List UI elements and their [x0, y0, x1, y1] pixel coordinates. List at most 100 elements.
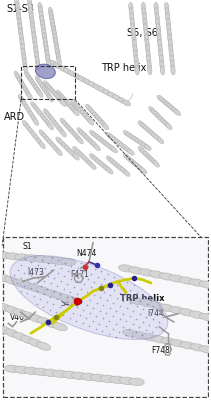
Ellipse shape: [160, 60, 164, 70]
Ellipse shape: [43, 109, 49, 116]
Ellipse shape: [93, 84, 101, 90]
Ellipse shape: [123, 330, 138, 337]
Ellipse shape: [28, 2, 32, 12]
Ellipse shape: [97, 118, 104, 124]
Ellipse shape: [146, 50, 150, 59]
Ellipse shape: [83, 79, 91, 85]
Ellipse shape: [80, 110, 87, 117]
Ellipse shape: [65, 124, 71, 130]
Ellipse shape: [89, 154, 96, 160]
Ellipse shape: [47, 86, 54, 92]
Ellipse shape: [171, 107, 178, 114]
Ellipse shape: [123, 154, 130, 160]
Ellipse shape: [151, 336, 166, 343]
Ellipse shape: [134, 60, 139, 70]
Ellipse shape: [161, 338, 176, 345]
Ellipse shape: [167, 24, 171, 33]
Text: ARD: ARD: [4, 112, 25, 122]
Ellipse shape: [119, 377, 135, 384]
Ellipse shape: [159, 273, 174, 280]
Ellipse shape: [55, 45, 59, 54]
Ellipse shape: [76, 149, 82, 156]
Ellipse shape: [130, 18, 135, 28]
Ellipse shape: [35, 56, 39, 65]
Ellipse shape: [149, 302, 164, 309]
Ellipse shape: [39, 7, 43, 16]
Ellipse shape: [36, 287, 51, 295]
Ellipse shape: [118, 165, 124, 172]
Text: S1-S4: S1-S4: [6, 4, 34, 14]
Ellipse shape: [33, 118, 39, 126]
Ellipse shape: [59, 294, 74, 302]
Ellipse shape: [129, 134, 136, 140]
Ellipse shape: [138, 140, 145, 146]
Ellipse shape: [169, 306, 184, 314]
Ellipse shape: [199, 313, 211, 321]
Ellipse shape: [174, 109, 181, 116]
Ellipse shape: [149, 107, 155, 113]
Ellipse shape: [34, 46, 38, 56]
Ellipse shape: [83, 113, 89, 120]
Ellipse shape: [51, 258, 67, 264]
Ellipse shape: [21, 83, 27, 91]
Ellipse shape: [157, 137, 164, 144]
Ellipse shape: [162, 99, 169, 106]
Ellipse shape: [156, 18, 160, 28]
Ellipse shape: [41, 24, 46, 33]
Ellipse shape: [5, 277, 19, 284]
Ellipse shape: [24, 367, 39, 374]
Ellipse shape: [106, 156, 113, 162]
Ellipse shape: [41, 84, 46, 91]
Ellipse shape: [19, 28, 23, 37]
Ellipse shape: [33, 256, 49, 263]
Ellipse shape: [88, 81, 96, 88]
Ellipse shape: [126, 132, 133, 138]
Ellipse shape: [67, 148, 74, 155]
Ellipse shape: [58, 97, 64, 104]
Ellipse shape: [31, 27, 36, 36]
Ellipse shape: [143, 24, 148, 33]
Ellipse shape: [62, 121, 69, 128]
Ellipse shape: [5, 306, 19, 314]
Ellipse shape: [56, 90, 62, 97]
Ellipse shape: [32, 36, 37, 46]
Ellipse shape: [78, 76, 86, 82]
Ellipse shape: [43, 369, 58, 376]
Ellipse shape: [85, 116, 92, 122]
Ellipse shape: [98, 160, 105, 167]
Ellipse shape: [140, 168, 147, 174]
Ellipse shape: [157, 95, 164, 102]
Ellipse shape: [170, 60, 175, 70]
Ellipse shape: [87, 137, 93, 144]
Ellipse shape: [72, 132, 78, 138]
Ellipse shape: [47, 139, 54, 146]
Text: I744: I744: [147, 309, 164, 318]
Ellipse shape: [115, 163, 122, 169]
Ellipse shape: [139, 300, 154, 307]
Ellipse shape: [54, 63, 62, 69]
Ellipse shape: [45, 320, 59, 328]
Ellipse shape: [37, 317, 51, 325]
Ellipse shape: [151, 132, 158, 139]
Ellipse shape: [189, 311, 204, 318]
Ellipse shape: [51, 292, 66, 300]
Ellipse shape: [125, 147, 132, 153]
Ellipse shape: [166, 13, 170, 22]
Ellipse shape: [50, 142, 57, 149]
Ellipse shape: [118, 97, 126, 103]
Ellipse shape: [129, 267, 144, 274]
Ellipse shape: [58, 92, 64, 100]
Ellipse shape: [122, 145, 129, 151]
Ellipse shape: [149, 130, 156, 137]
Ellipse shape: [17, 13, 21, 22]
Ellipse shape: [61, 258, 76, 265]
Ellipse shape: [29, 111, 34, 119]
Ellipse shape: [165, 2, 169, 12]
Ellipse shape: [27, 108, 32, 116]
Ellipse shape: [169, 44, 173, 54]
Ellipse shape: [88, 107, 94, 114]
Ellipse shape: [100, 375, 116, 382]
Text: S1: S1: [23, 242, 32, 251]
Ellipse shape: [20, 80, 25, 88]
Ellipse shape: [41, 20, 45, 29]
